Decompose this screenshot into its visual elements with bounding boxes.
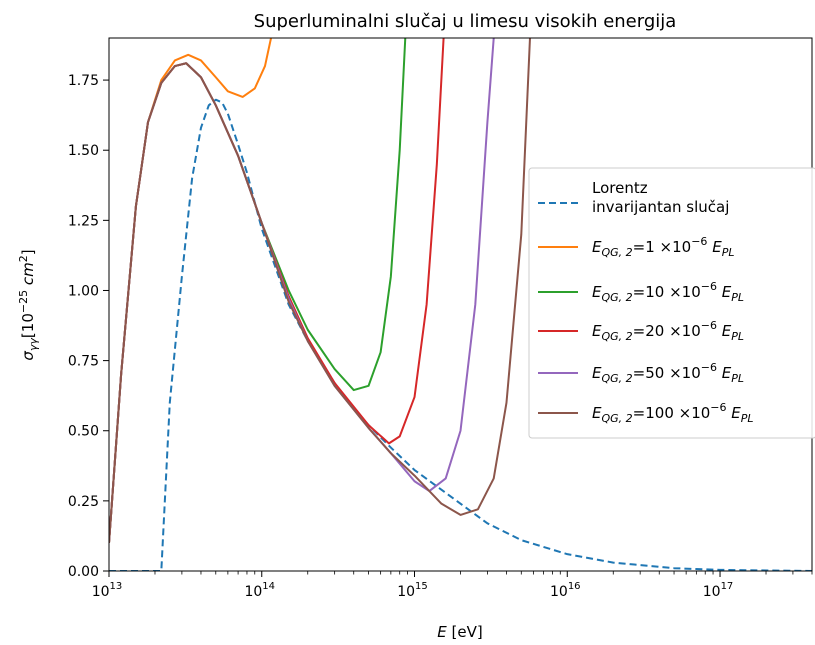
legend-label-e100: EQG, 2=100 ×10−6 EPL (592, 401, 754, 425)
x-axis-title: E [eV] (437, 623, 482, 641)
x-tick-label-0: 1013 (92, 581, 123, 600)
y-axis-title-unit-pre: [10 (19, 313, 37, 338)
x-tick-label-2: 1015 (397, 581, 428, 600)
x-axis: 1013 1014 1015 1016 1017 (92, 571, 813, 600)
x-tick-label-1: 1014 (244, 581, 275, 600)
y-axis-title-unit-exp: −25 (17, 290, 30, 313)
chart-title: Superluminalni slučaj u limesu visokih e… (254, 11, 677, 32)
legend-box (528, 167, 815, 439)
legend-label-e10: EQG, 2=10 ×10−6 EPL (592, 280, 744, 304)
series-line-e100 (109, 38, 531, 544)
y-tick-label-0: 0.00 (68, 564, 99, 580)
x-axis-title-unit: [eV] (447, 623, 483, 641)
y-axis-title: σγγ[10−25 cm2] (17, 249, 40, 360)
y-tick-label-6: 1.50 (68, 143, 99, 159)
legend-label-lorentz-line1: Lorentz (592, 179, 648, 197)
legend-label-e20: EQG, 2=20 ×10−6 EPL (592, 319, 744, 343)
legend-label-e50: EQG, 2=50 ×10−6 EPL (592, 361, 744, 385)
series-line-e1 (109, 38, 273, 544)
legend-label-lorentz-line2: invarijantan slučaj (592, 198, 729, 216)
y-axis-title-symbol: σ (19, 351, 37, 361)
y-tick-label-7: 1.75 (68, 73, 99, 89)
y-axis-title-sub: γγ (27, 338, 40, 352)
y-tick-label-5: 1.25 (68, 213, 99, 229)
y-tick-label-3: 0.75 (68, 354, 99, 370)
y-tick-label-1: 0.25 (68, 494, 99, 510)
legend-label-e1: EQG, 2=1 ×10−6 EPL (592, 235, 734, 259)
y-tick-label-2: 0.50 (68, 424, 99, 440)
series-layer (109, 38, 812, 571)
series-line-e20 (109, 38, 445, 544)
x-tick-label-3: 1016 (550, 581, 581, 600)
y-axis-title-unit-mid: cm (19, 262, 37, 290)
y-axis-title-unit-post: ] (19, 249, 37, 255)
y-axis: 0.00 0.25 0.50 0.75 1.00 1.25 1.50 1.75 (68, 73, 109, 580)
x-tick-label-4: 1017 (703, 581, 734, 600)
x-axis-title-symbol: E (437, 623, 447, 641)
y-axis-title-unit-exp2: 2 (17, 255, 30, 262)
legend: Lorentz invarijantan slučaj EQG, 2=1 ×10… (528, 167, 815, 439)
y-tick-label-4: 1.00 (68, 283, 99, 299)
series-line-e10 (109, 38, 407, 544)
